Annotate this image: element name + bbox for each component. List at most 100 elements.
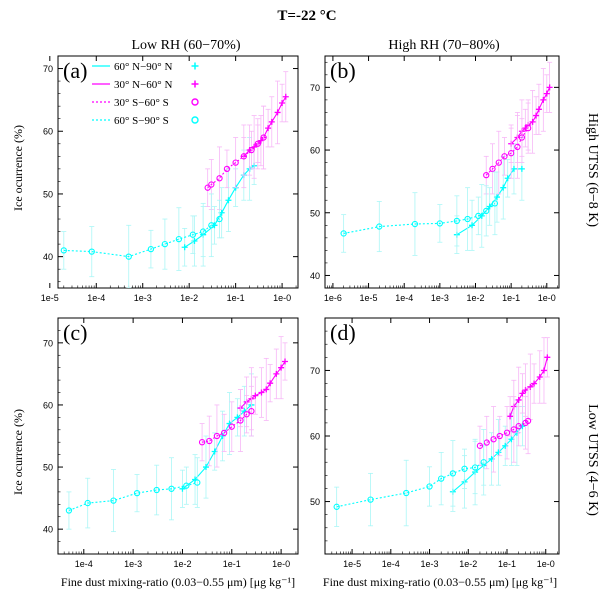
- data-point: [282, 93, 289, 100]
- ylabel-top: Ice ocurrence (%): [11, 125, 25, 211]
- data-point: [376, 223, 383, 230]
- data-point: [65, 507, 73, 514]
- data-point: [204, 184, 211, 191]
- data-point: [220, 429, 228, 437]
- series-line: [240, 361, 286, 409]
- series-3: [333, 429, 487, 527]
- data-point: [503, 429, 511, 436]
- data-point: [260, 134, 267, 141]
- data-point: [527, 383, 534, 390]
- data-point: [198, 439, 206, 446]
- y-tick-label: 70: [43, 64, 53, 74]
- series-0: [453, 137, 525, 254]
- x-tick-label: 1e-1: [223, 559, 241, 569]
- y-tick-label: 40: [43, 252, 53, 262]
- data-point: [525, 124, 532, 132]
- data-point: [263, 386, 270, 393]
- data-point: [489, 165, 496, 173]
- data-point: [515, 423, 522, 430]
- data-point: [282, 358, 289, 365]
- series-2: [198, 385, 255, 468]
- x-tick-label: 1e-2: [180, 293, 198, 303]
- series-2: [483, 102, 532, 195]
- data-point: [268, 118, 275, 125]
- plot-area: [340, 61, 553, 256]
- data-point: [426, 483, 433, 490]
- series-line: [63, 218, 220, 258]
- panel-b: (b) 1e-6 1e-5 1e-4 1e-3 1e-2 1e-1 1e-0 40 50 60 70: [310, 55, 560, 303]
- data-point: [194, 479, 201, 486]
- series-line: [207, 137, 265, 189]
- data-point: [265, 125, 272, 132]
- y-tick-label: 50: [43, 189, 53, 199]
- col-title-low-rh: Low RH (60−70%): [132, 38, 241, 53]
- series-3: [60, 193, 223, 288]
- plot-frame: [57, 55, 299, 289]
- y-tick-label: 70: [310, 83, 320, 93]
- x-tick-label: 1e-1: [502, 293, 520, 303]
- data-point: [267, 380, 274, 387]
- data-point: [464, 215, 471, 223]
- data-point: [519, 423, 526, 430]
- panel-letter: (a): [63, 58, 87, 83]
- data-point: [232, 159, 239, 166]
- data-point: [208, 222, 215, 229]
- panel-letter: (c): [63, 320, 87, 345]
- data-point: [483, 207, 490, 215]
- legend-label: 30° S−60° S: [114, 97, 169, 109]
- x-tick-label: 1e-3: [431, 293, 449, 303]
- y-tick-label: 60: [310, 146, 320, 156]
- x-tick-label: 1e-4: [87, 293, 105, 303]
- series-line: [184, 165, 255, 248]
- data-point: [529, 118, 536, 125]
- data-point: [333, 503, 340, 510]
- data-point: [254, 140, 261, 147]
- data-point: [519, 390, 526, 397]
- panel-letter: (b): [330, 58, 356, 83]
- data-point: [248, 146, 255, 154]
- data-point: [531, 380, 538, 387]
- data-point: [536, 374, 543, 380]
- series-line: [336, 461, 484, 508]
- legend-entry: 60° N−90° N: [92, 61, 199, 73]
- plot-frame: [324, 317, 560, 555]
- data-point: [278, 364, 285, 371]
- data-point: [544, 354, 551, 361]
- data-point: [147, 245, 155, 253]
- figure-title: T=-22 °C: [277, 8, 336, 24]
- data-point: [234, 414, 241, 421]
- data-point: [524, 417, 532, 425]
- plot-area: [60, 71, 289, 288]
- x-tick-label: 1e-2: [459, 559, 477, 569]
- x-tick-label: 1e-5: [41, 293, 59, 303]
- data-point: [510, 426, 517, 433]
- panel-a: (a) 1e-5 1e-4 1e-3 1e-2 1e-1 1e-0 40 50 60 70: [41, 55, 299, 303]
- data-point: [469, 222, 476, 229]
- legend: 60° N−90° N 30° N−60° N 30° S−60° S 60° S−9…: [92, 61, 199, 127]
- x-tick-label: 1e-4: [382, 559, 400, 569]
- panel-letter: (d): [330, 320, 356, 345]
- x-tick-label: 1e-2: [466, 293, 484, 303]
- x-tick-label: 1e-3: [421, 559, 439, 569]
- data-point: [436, 220, 444, 227]
- data-point: [490, 436, 497, 443]
- x-tick-label: 1e-0: [273, 293, 291, 303]
- legend-marker: [191, 116, 199, 124]
- x-tick-label: 1e-1: [498, 559, 516, 569]
- data-point: [181, 244, 188, 251]
- legend-label: 60° S−90° S: [114, 115, 169, 127]
- data-point: [543, 90, 550, 97]
- data-point: [540, 367, 547, 374]
- data-point: [88, 248, 95, 255]
- xlabel-left: Fine dust mixing-ratio (0.03−0.55 μm) [μ…: [61, 575, 295, 589]
- data-point: [273, 370, 280, 377]
- data-point: [223, 165, 231, 173]
- x-tick-label: 1e-0: [272, 559, 290, 569]
- x-tick-label: 1e-3: [124, 559, 142, 569]
- plot-frame: [57, 317, 299, 555]
- y-tick-label: 50: [310, 497, 320, 507]
- data-point: [213, 432, 221, 440]
- data-point: [367, 496, 374, 503]
- panel-c: (c) 1e-4 1e-3 1e-2 1e-1 1e-0 40 50 60 70: [43, 317, 299, 569]
